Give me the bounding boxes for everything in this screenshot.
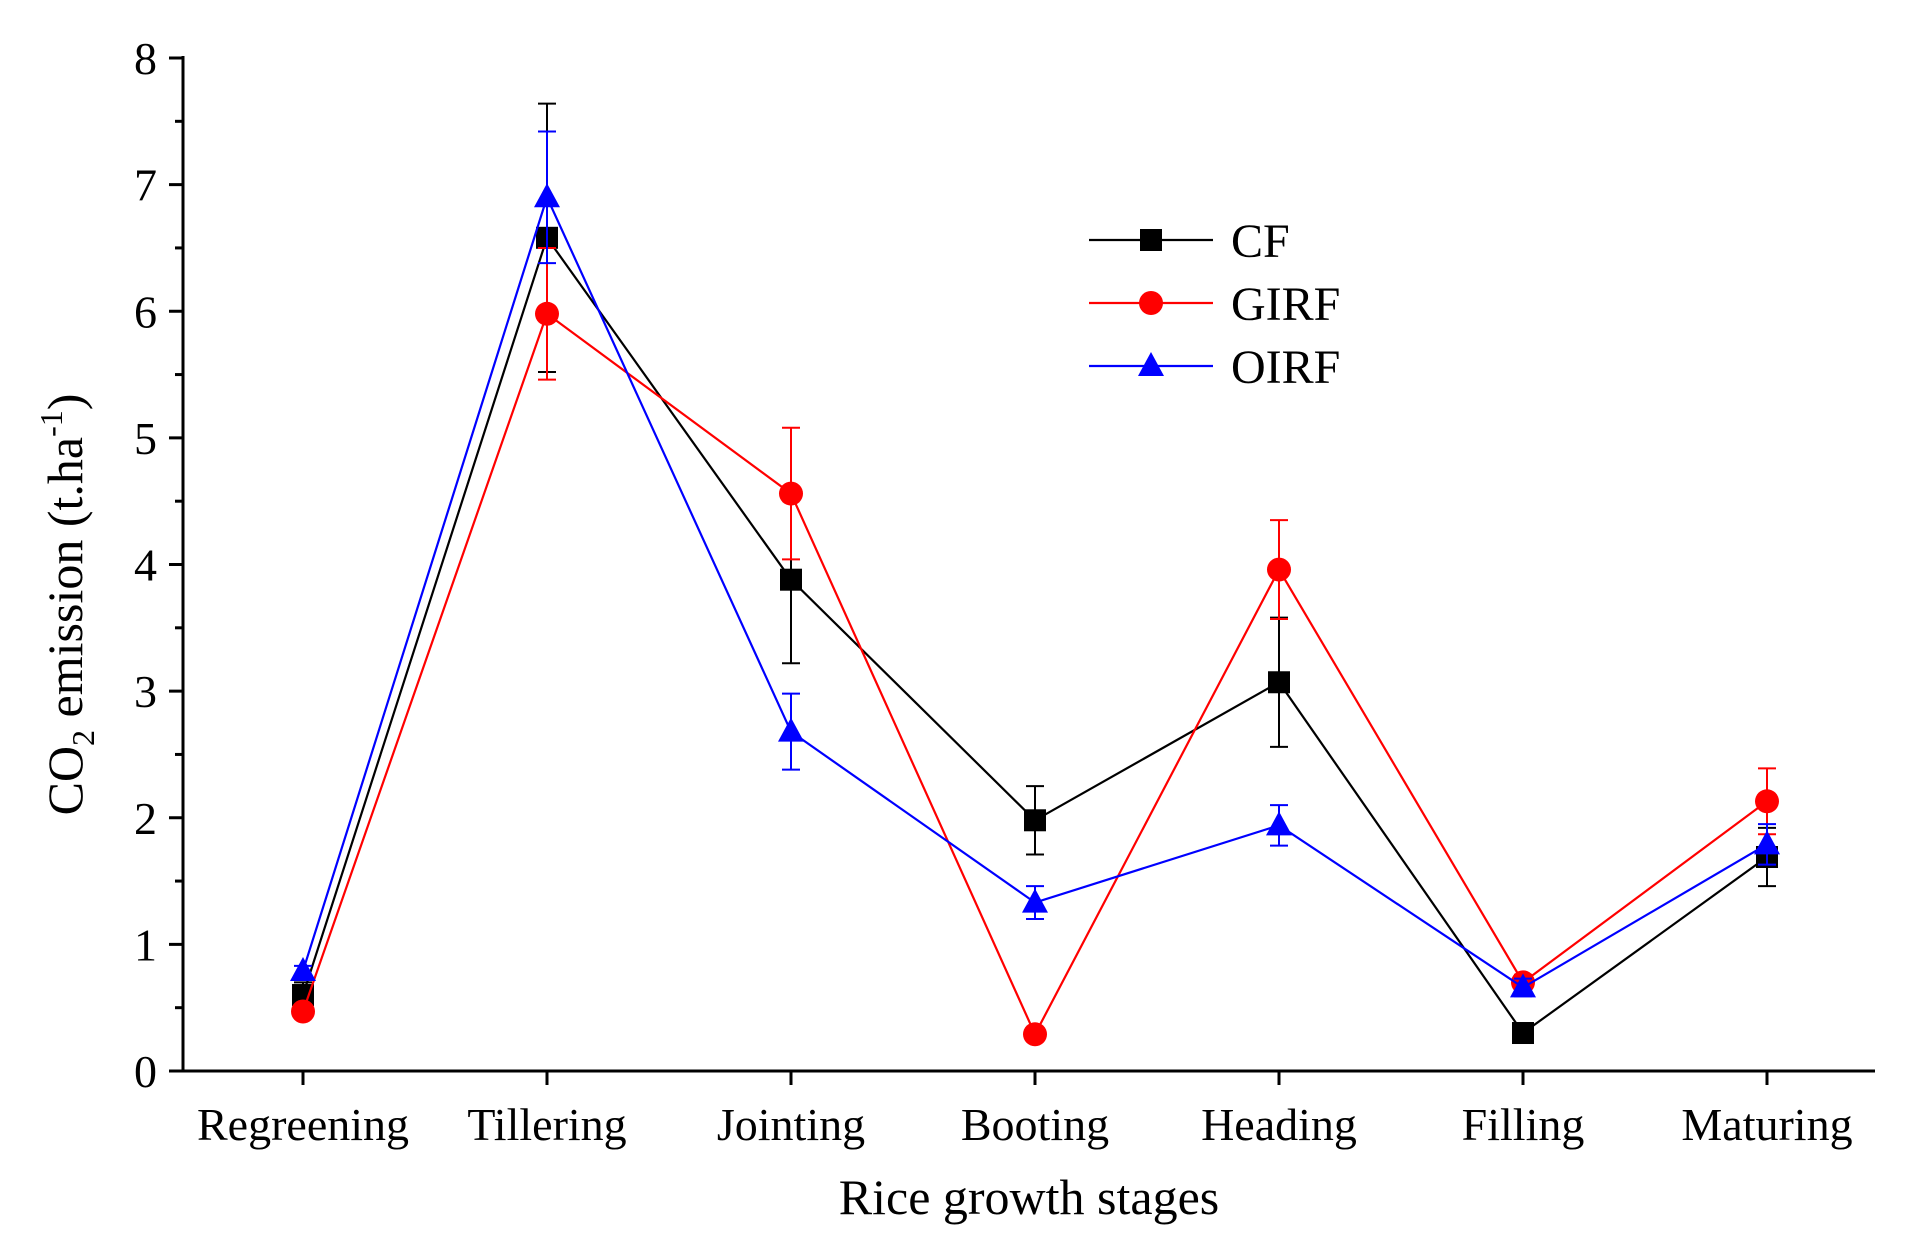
x-ticks: Regreening Tillering Jointing Booting Headin… [197,1071,1853,1150]
y-axis-title: CO2 emission (t.ha-1) [33,394,101,816]
data-point-girf [779,481,803,506]
legend-marker-girf [1139,291,1163,315]
y-tick-label: 4 [134,540,157,591]
legend-marker-oirf [1138,352,1164,376]
y-tick-label: 8 [134,33,157,84]
y-axis-title-rest: emission (t.ha [37,437,93,730]
data-point-cf [292,984,314,1007]
y-tick-label: 6 [134,286,157,337]
legend-label-cf: CF [1231,215,1290,268]
data-point-girf [291,999,315,1024]
series-girf [291,246,1779,1047]
x-tick-label: Regreening [197,1099,409,1150]
legend-marker-cf [1140,229,1162,251]
data-point-oirf [1022,888,1048,913]
y-tick-label: 2 [134,793,157,844]
y-axis-title-close: ) [37,394,93,411]
data-point-girf [1023,1022,1047,1047]
data-point-oirf [534,183,560,208]
x-axis-title: Rice growth stages [839,1169,1219,1225]
x-tick-label: Tillering [467,1099,626,1150]
data-point-oirf [1266,811,1292,836]
data-point-girf [1755,789,1779,814]
x-tick-label: Heading [1201,1099,1357,1150]
y-axis-title-superscript: -1 [33,410,69,437]
series-line-girf [301,312,1768,1037]
data-point-oirf [778,717,804,742]
x-tick-label: Booting [961,1099,1109,1150]
data-point-oirf [1510,973,1536,998]
series-layer [290,102,1780,1047]
y-tick-label: 0 [134,1046,157,1097]
y-tick-label: 5 [134,413,157,464]
data-point-cf [1268,671,1290,694]
data-point-cf [1512,1022,1534,1045]
data-point-oirf [290,956,316,981]
data-point-cf [780,568,802,591]
y-tick-label: 7 [134,160,157,211]
y-tick-label: 3 [134,666,157,717]
x-tick-label: Filling [1462,1099,1585,1150]
legend: CF GIRF OIRF [1089,215,1340,394]
data-point-cf [1024,809,1046,832]
x-tick-label: Maturing [1681,1099,1852,1150]
data-point-girf [535,301,559,326]
legend-label-oirf: OIRF [1231,341,1340,394]
y-axis-title-subscript: 2 [65,730,101,746]
y-ticks: 0 1 2 3 4 5 6 7 8 [134,33,183,1097]
x-tick-label: Jointing [717,1099,865,1150]
legend-label-girf: GIRF [1231,278,1340,331]
data-point-oirf [1754,830,1780,855]
y-axis-title-main: CO [37,746,93,815]
data-point-girf [1267,557,1291,582]
series-oirf [290,130,1780,998]
y-tick-label: 1 [134,919,157,970]
